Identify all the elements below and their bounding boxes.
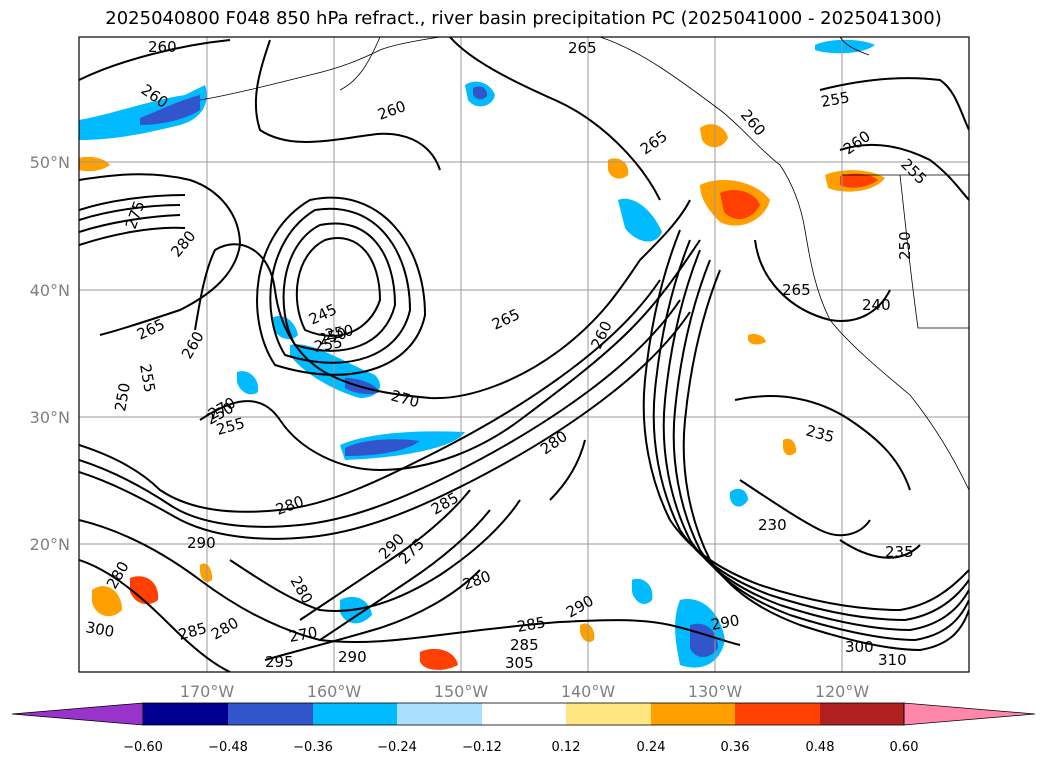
shade-blob [632, 578, 653, 604]
shade-blob [815, 39, 875, 54]
lon-label: 170°W [180, 682, 235, 701]
lon-label: 140°W [561, 682, 616, 701]
contour-label: 230 [758, 516, 787, 534]
colorbar-bin [313, 703, 397, 725]
contour-label: 260 [148, 38, 177, 56]
colorbar-tick: −0.12 [462, 740, 502, 755]
lat-label: 40°N [30, 281, 70, 300]
contour-label: 285 [510, 636, 539, 654]
shade-blob [730, 488, 748, 507]
shade-blob [618, 198, 662, 242]
lat-label: 20°N [30, 535, 70, 554]
shade-blob [420, 648, 458, 670]
colorbar-bin [651, 703, 735, 725]
colorbar-tick: 0.12 [552, 740, 581, 755]
shade-blob [345, 439, 420, 456]
contour-label: 300 [845, 638, 874, 656]
colorbar-bin [566, 703, 651, 725]
contour-label: 290 [187, 534, 216, 552]
colorbar: −0.60 −0.48 −0.36 −0.24 −0.12 0.12 0.24 … [11, 702, 1036, 755]
colorbar-bin [143, 703, 228, 725]
latitude-axis: 50°N 40°N 30°N 20°N [30, 153, 70, 554]
contour-label: 285 [516, 613, 547, 636]
shade-blob [748, 333, 766, 345]
colorbar-bin [820, 703, 904, 725]
shade-blob [200, 563, 213, 583]
longitude-axis: 170°W 160°W 150°W 140°W 130°W 120°W [180, 682, 870, 701]
colorbar-tick: 0.24 [637, 740, 666, 755]
lat-label: 50°N [30, 153, 70, 172]
contour-label: 255 [820, 88, 851, 111]
contour-label: 270 [288, 623, 319, 646]
map-title: 2025040800 F048 850 hPa refract., river … [105, 8, 942, 29]
colorbar-tick: −0.60 [123, 740, 163, 755]
shade-blob [79, 156, 110, 172]
colorbar-tick: 0.60 [890, 740, 919, 755]
colorbar-bin [482, 703, 566, 725]
contour-label: 265 [782, 281, 811, 299]
graticule [79, 37, 969, 672]
shade-blob [92, 586, 122, 617]
lon-label: 130°W [688, 682, 743, 701]
shade-blob [473, 86, 488, 100]
lon-label: 150°W [434, 682, 489, 701]
contour-label: 305 [505, 654, 534, 672]
contour-label: 255 [313, 333, 344, 356]
contour-label: 235 [885, 543, 914, 561]
refractivity-contours [79, 37, 969, 672]
contour-label: 250 [324, 321, 355, 344]
contour-label: 255 [136, 363, 159, 394]
shade-blob [79, 85, 207, 140]
colorbar-right-arrow [903, 702, 1036, 726]
shade-blob [700, 124, 728, 148]
shade-blob [130, 576, 159, 605]
contour-label: 295 [265, 653, 294, 671]
colorbar-tick: 0.48 [806, 740, 835, 755]
contour-label: 240 [862, 296, 891, 314]
colorbar-tick: −0.36 [293, 740, 333, 755]
plot-border [78, 36, 970, 673]
contour-label: 290 [710, 611, 741, 634]
contour-label: 250 [111, 381, 134, 412]
colorbar-bin [228, 703, 313, 725]
shade-blob [608, 158, 629, 179]
lon-label: 120°W [815, 682, 870, 701]
contour-label: 265 [568, 39, 597, 57]
contour-label: 290 [338, 648, 367, 666]
colorbar-bin [735, 703, 820, 725]
contour-label: 310 [878, 651, 907, 669]
plot-area [79, 37, 969, 672]
colorbar-left-arrow [11, 702, 144, 726]
shade-blob [237, 371, 259, 395]
contour-label: 300 [84, 618, 115, 641]
shade-blob [720, 190, 760, 220]
contour-label: 250 [896, 231, 914, 260]
colorbar-tick: 0.36 [721, 740, 750, 755]
colorbar-tick: −0.48 [208, 740, 248, 755]
lat-label: 30°N [30, 408, 70, 427]
colorbar-bin [397, 703, 482, 725]
shade-blob [580, 623, 595, 643]
shade-blob [140, 95, 200, 125]
shade-blob [783, 438, 797, 456]
lon-label: 160°W [307, 682, 362, 701]
shade-blob [840, 173, 878, 188]
colorbar-tick: −0.24 [377, 740, 417, 755]
